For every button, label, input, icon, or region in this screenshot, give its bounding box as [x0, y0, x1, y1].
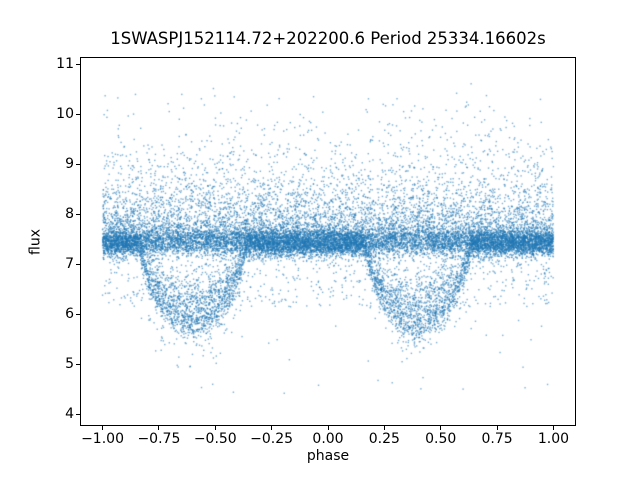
y-tick-label: 4	[65, 405, 74, 422]
x-tick-mark	[158, 426, 160, 430]
y-tick-label: 11	[56, 56, 74, 73]
y-tick-mark	[76, 64, 80, 66]
x-tick-mark	[271, 426, 273, 430]
x-tick-label: 0.25	[368, 431, 400, 447]
y-tick-mark	[76, 363, 80, 365]
y-tick-label: 7	[65, 255, 74, 272]
y-tick-label: 6	[65, 305, 74, 322]
x-tick-mark	[496, 426, 498, 430]
axes-frame	[80, 57, 576, 426]
x-tick-mark	[214, 426, 216, 430]
chart-title: 1SWASPJ152114.72+202200.6 Period 25334.1…	[110, 29, 546, 48]
x-tick-label: 1.00	[537, 431, 570, 447]
x-tick-label: 0.50	[425, 431, 457, 447]
y-tick-label: 9	[65, 156, 74, 173]
x-tick-label: −0.50	[193, 431, 237, 447]
y-tick-mark	[76, 313, 80, 315]
x-tick-mark	[102, 426, 104, 430]
y-tick-label: 8	[65, 206, 74, 223]
x-tick-label: −1.00	[81, 431, 124, 447]
y-axis-label: flux	[27, 229, 44, 255]
x-tick-mark	[552, 426, 554, 430]
x-axis-label: phase	[306, 448, 350, 464]
y-tick-mark	[76, 114, 80, 116]
x-tick-mark	[327, 426, 329, 430]
y-tick-label: 5	[65, 355, 74, 372]
x-tick-label: −0.75	[137, 431, 181, 447]
x-tick-mark	[383, 426, 385, 430]
x-tick-label: −0.25	[250, 431, 294, 447]
y-tick-mark	[76, 214, 80, 216]
y-tick-mark	[76, 413, 80, 415]
x-tick-mark	[440, 426, 442, 430]
y-tick-label: 10	[56, 106, 74, 123]
x-tick-label: 0.00	[312, 431, 344, 447]
y-tick-mark	[76, 164, 80, 166]
x-tick-label: 0.75	[481, 431, 513, 447]
y-tick-mark	[76, 263, 80, 265]
